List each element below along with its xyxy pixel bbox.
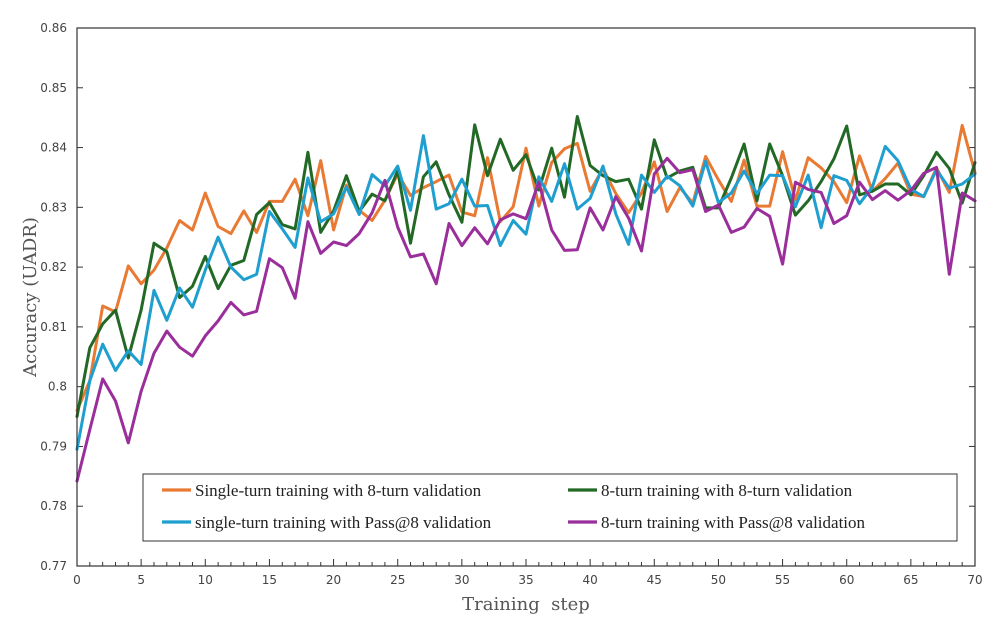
x-tick-label: 40 bbox=[583, 573, 598, 587]
y-tick-label: 0.82 bbox=[40, 260, 67, 274]
legend-item-2: 8-turn training with 8-turn validation bbox=[568, 481, 853, 500]
x-tick-label: 65 bbox=[903, 573, 918, 587]
y-axis-ticks: 0.77 0.78 0.79 0.8 0.81 0.82 0.83 0.84 0.85 0.86 bbox=[40, 21, 975, 573]
series-line-2 bbox=[75, 115, 977, 419]
y-tick-label: 0.81 bbox=[40, 320, 67, 334]
x-tick-label: 0 bbox=[73, 573, 81, 587]
x-tick-label: 35 bbox=[518, 573, 533, 587]
y-tick-label: 0.77 bbox=[40, 559, 67, 573]
x-axis-ticks: 0 5 10 15 20 25 30 35 40 45 50 55 60 65 70 bbox=[73, 559, 983, 587]
y-tick-label: 0.83 bbox=[40, 200, 67, 214]
series-line-3 bbox=[75, 134, 977, 451]
x-tick-label: 25 bbox=[390, 573, 405, 587]
x-tick-label: 5 bbox=[137, 573, 145, 587]
y-axis-title: Accuracy (UADR) bbox=[20, 217, 41, 378]
y-tick-label: 0.85 bbox=[40, 81, 67, 95]
legend-label-2: 8-turn training with 8-turn validation bbox=[601, 481, 853, 500]
series-layer bbox=[75, 115, 977, 483]
legend-label-3: single-turn training with Pass@8 validat… bbox=[195, 513, 492, 532]
plot-area-frame bbox=[76, 27, 976, 567]
legend: Single-turn training with 8-turn validat… bbox=[142, 473, 958, 542]
x-tick-label: 45 bbox=[647, 573, 662, 587]
x-tick-label: 15 bbox=[262, 573, 277, 587]
series-line-1 bbox=[75, 123, 977, 413]
y-tick-label: 0.79 bbox=[40, 439, 67, 453]
x-tick-label: 50 bbox=[711, 573, 726, 587]
legend-item-1: Single-turn training with 8-turn validat… bbox=[162, 481, 482, 500]
x-tick-label: 60 bbox=[839, 573, 854, 587]
x-tick-label: 30 bbox=[454, 573, 469, 587]
y-tick-label: 0.8 bbox=[48, 380, 67, 394]
y-tick-label: 0.86 bbox=[40, 21, 67, 35]
x-tick-label: 55 bbox=[775, 573, 790, 587]
x-tick-label: 70 bbox=[967, 573, 982, 587]
x-tick-label: 20 bbox=[326, 573, 341, 587]
legend-label-1: Single-turn training with 8-turn validat… bbox=[195, 481, 482, 500]
y-tick-label: 0.78 bbox=[40, 499, 67, 513]
legend-box bbox=[142, 473, 958, 542]
legend-item-3: single-turn training with Pass@8 validat… bbox=[162, 513, 492, 532]
y-tick-label: 0.84 bbox=[40, 141, 67, 155]
legend-label-4: 8-turn training with Pass@8 validation bbox=[601, 513, 866, 532]
x-axis-title: Training step bbox=[462, 594, 590, 615]
series-line-4 bbox=[75, 156, 977, 483]
x-tick-label: 10 bbox=[198, 573, 213, 587]
legend-item-4: 8-turn training with Pass@8 validation bbox=[568, 513, 866, 532]
